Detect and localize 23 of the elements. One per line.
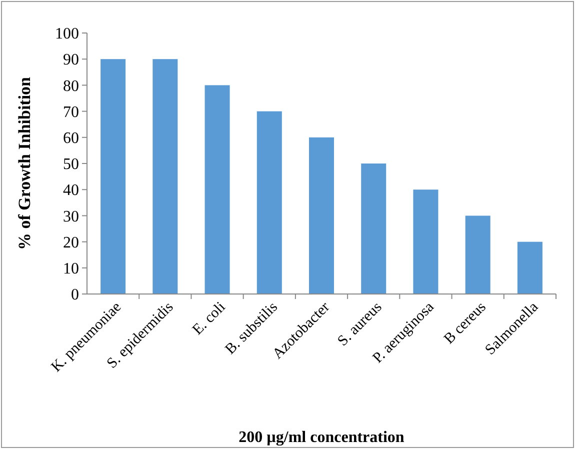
y-tick-label: 30 (63, 208, 79, 226)
bar (517, 242, 542, 294)
bar (308, 137, 334, 294)
bar (361, 164, 386, 294)
y-tick-label: 60 (63, 130, 79, 147)
bar (465, 216, 490, 294)
y-tick-label: 0 (71, 286, 79, 304)
x-axis-title: 200 µg/ml concentration (238, 429, 404, 446)
y-axis-title: % of Growth Inhibition (15, 76, 34, 250)
y-tick-label: 50 (63, 156, 79, 174)
bar (256, 111, 282, 294)
y-tick-label: 20 (63, 234, 79, 252)
y-tick-label: 70 (63, 104, 79, 121)
bar (100, 59, 126, 294)
y-tick-label: 100 (55, 26, 79, 43)
x-tick-label: E. coli (190, 299, 229, 338)
y-tick-label: 90 (63, 52, 79, 69)
bar (204, 85, 230, 294)
y-tick-label: 10 (63, 260, 79, 278)
bar (152, 59, 178, 294)
y-tick-label: 40 (63, 182, 79, 200)
bar (413, 190, 438, 294)
y-tick-label: 80 (63, 78, 79, 95)
